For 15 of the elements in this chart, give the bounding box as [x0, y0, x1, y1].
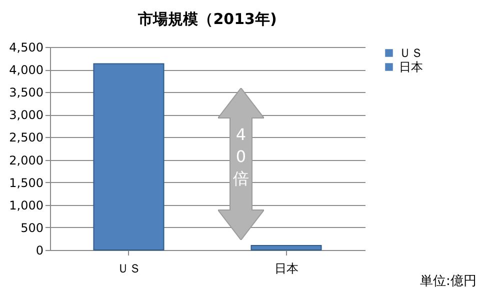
y-tick-label: 2,500 [9, 130, 44, 145]
y-tick-label: 500 [20, 220, 44, 235]
annotation: 40倍 [232, 124, 250, 190]
text: 単位:億円 [420, 273, 476, 290]
y-tick-label: 2,000 [9, 153, 44, 168]
y-tick-label: 3,000 [9, 108, 44, 122]
y-tick-label: 4,500 [9, 40, 44, 54]
y-tick-label: 1,000 [9, 198, 44, 212]
y-tick-label: 3,500 [9, 86, 44, 100]
legend-label: ＵＳ [399, 46, 423, 60]
y-tick-label: 1,500 [9, 176, 44, 190]
chart-title: 市場規模（2013年) [137, 10, 277, 28]
y-tick-label: 4,000 [9, 63, 44, 78]
legend-label: 日本 [399, 60, 423, 74]
y-tick-label: 0 [36, 244, 44, 258]
